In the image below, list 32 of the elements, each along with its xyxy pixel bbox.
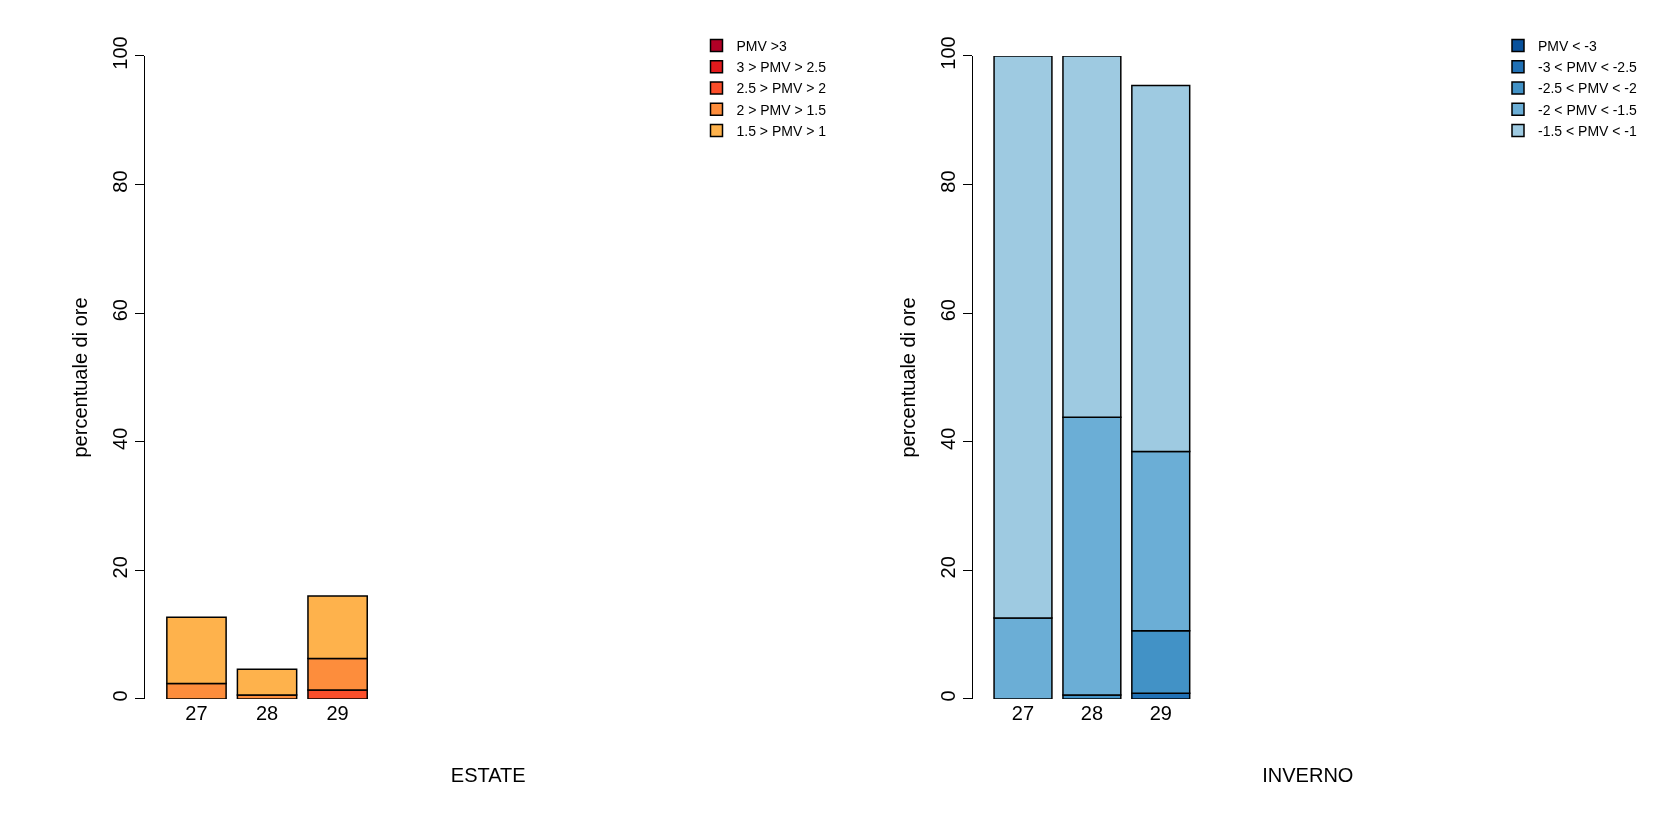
x-tick-label: 28 [255,701,279,724]
y-tick-label: 40 [108,427,131,450]
legend-label: 1.5 > PMV > 1 [736,122,827,139]
legend-label: 2 > PMV > 1.5 [736,101,827,118]
legend-label: PMV >3 [736,38,787,55]
y-tick-label: 100 [936,36,959,70]
y-tick-label: 80 [936,170,959,193]
y-tick-label: 100 [108,36,131,70]
legend-label: -2.5 < PMV < -2 [1538,80,1638,97]
y-tick-label: 80 [108,170,131,193]
y-axis-title: percentuale di ore [69,297,92,458]
y-tick-label: 0 [108,690,131,702]
legend-label: PMV < -3 [1538,38,1597,55]
y-axis-title: percentuale di ore [897,297,920,458]
legend-label: -2 < PMV < -1.5 [1538,101,1638,118]
x-tick-label: 28 [1080,701,1104,724]
legend-label: -3 < PMV < -2.5 [1538,59,1638,76]
x-axis-title: INVERNO [1262,764,1354,787]
y-tick-label: 60 [108,299,131,322]
x-tick-label: 27 [185,701,208,724]
x-tick-label: 29 [1149,701,1172,724]
legend-label: -1.5 < PMV < -1 [1538,122,1638,139]
y-tick-label: 60 [936,299,959,322]
x-tick-label: 27 [1011,701,1035,724]
x-tick-label: 29 [326,701,349,724]
y-tick-label: 0 [936,690,959,702]
x-axis-title: ESTATE [450,764,526,787]
legend-label: 2.5 > PMV > 2 [736,80,827,97]
y-tick-label: 40 [936,427,959,450]
y-tick-label: 20 [936,556,959,579]
y-tick-label: 20 [108,556,131,579]
legend-label: 3 > PMV > 2.5 [736,59,827,76]
